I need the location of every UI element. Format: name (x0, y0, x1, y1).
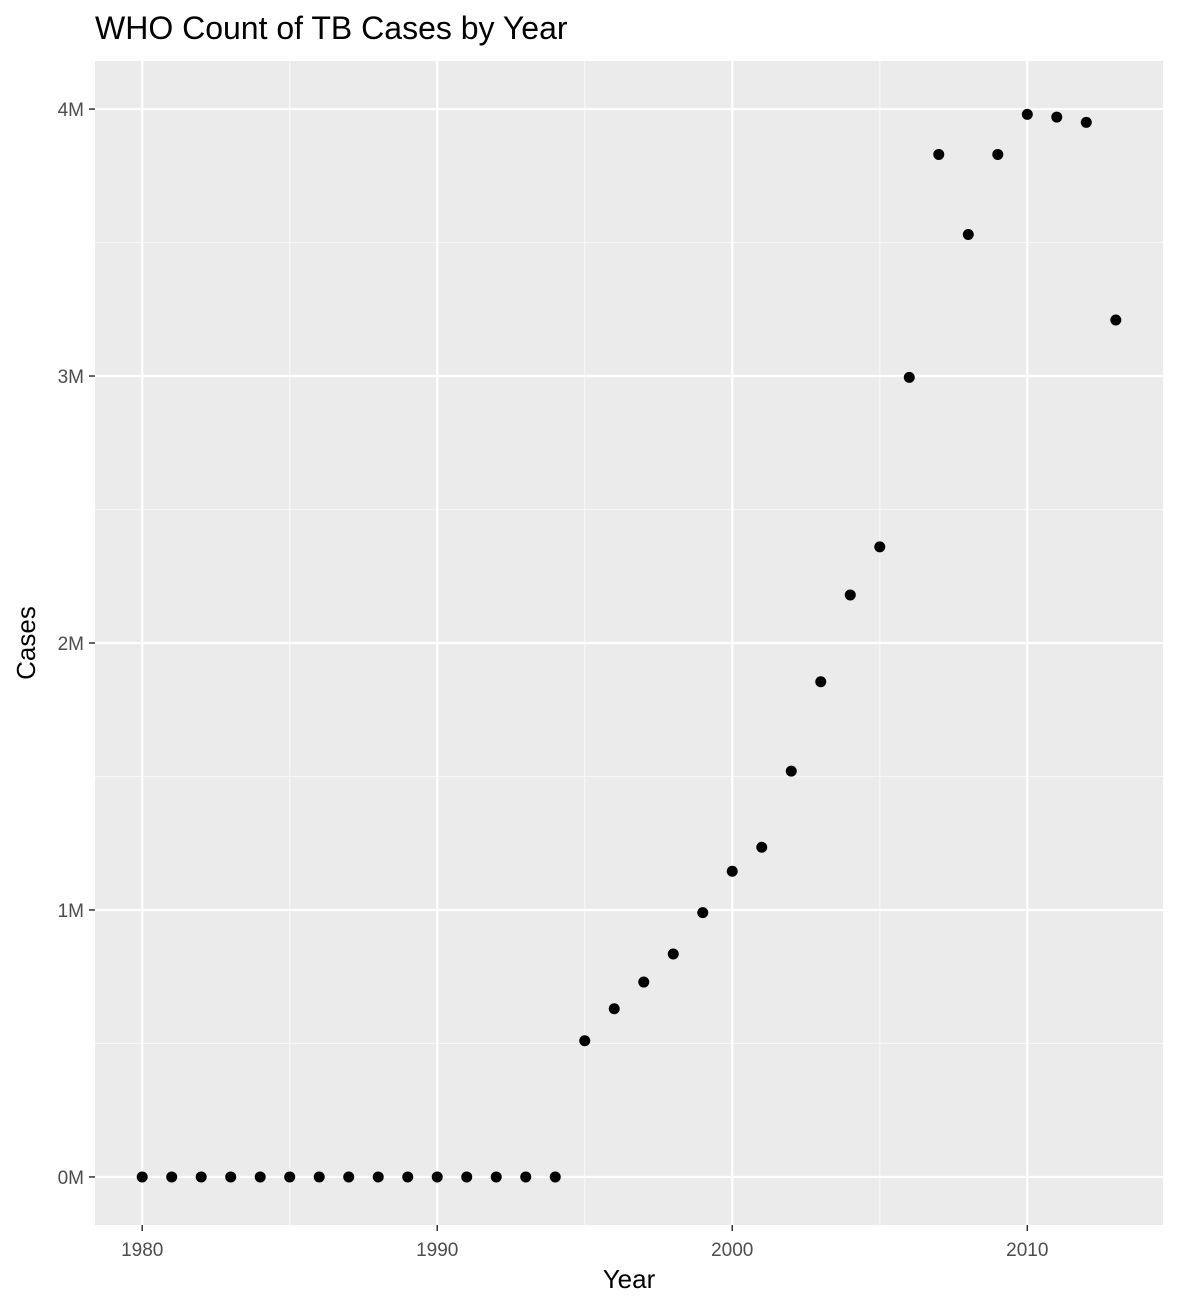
x-axis: 1980 1990 2000 2010 (121, 1225, 1048, 1261)
y-axis: 0M 1M 2M 3M 4M (58, 100, 95, 1189)
data-point (549, 1171, 561, 1183)
data-point (490, 1171, 502, 1183)
data-point (785, 765, 797, 777)
chart-title: WHO Count of TB Cases by Year (95, 10, 568, 46)
x-tick-label: 2010 (1006, 1240, 1048, 1261)
data-point (756, 841, 768, 853)
data-point (903, 371, 915, 383)
x-tick-label: 1980 (121, 1240, 163, 1261)
data-point (372, 1171, 384, 1183)
data-point (520, 1171, 532, 1183)
data-point (284, 1171, 296, 1183)
data-point (225, 1171, 237, 1183)
data-point (667, 948, 679, 960)
y-tick-label: 1M (58, 901, 84, 922)
data-point (431, 1171, 443, 1183)
data-point (1080, 116, 1092, 128)
data-point (933, 148, 945, 160)
data-point (579, 1035, 591, 1047)
data-point (726, 865, 738, 877)
data-point (608, 1003, 620, 1015)
data-point (992, 148, 1004, 160)
data-point (1051, 111, 1063, 123)
data-point (136, 1171, 148, 1183)
data-point (1021, 108, 1033, 120)
data-point (313, 1171, 325, 1183)
data-point (461, 1171, 473, 1183)
data-point (844, 589, 856, 601)
y-axis-title: Cases (11, 606, 41, 680)
data-point (638, 976, 650, 988)
data-point (166, 1171, 178, 1183)
data-points (136, 108, 1122, 1183)
data-point (254, 1171, 266, 1183)
data-point (402, 1171, 414, 1183)
x-tick-label: 2000 (711, 1240, 753, 1261)
y-tick-label: 0M (58, 1168, 84, 1189)
data-point (195, 1171, 207, 1183)
data-point (962, 229, 974, 241)
data-point (874, 541, 886, 553)
y-tick-label: 4M (58, 100, 84, 121)
data-point (697, 907, 709, 919)
major-gridlines (95, 61, 1163, 1225)
data-point (815, 676, 827, 688)
data-point (1110, 314, 1122, 326)
x-tick-label: 1990 (416, 1240, 458, 1261)
y-tick-label: 3M (58, 367, 84, 388)
x-axis-title: Year (603, 1264, 656, 1294)
data-point (343, 1171, 355, 1183)
y-tick-label: 2M (58, 634, 84, 655)
